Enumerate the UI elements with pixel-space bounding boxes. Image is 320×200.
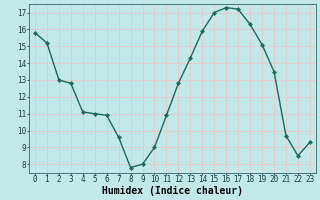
X-axis label: Humidex (Indice chaleur): Humidex (Indice chaleur) xyxy=(102,186,243,196)
